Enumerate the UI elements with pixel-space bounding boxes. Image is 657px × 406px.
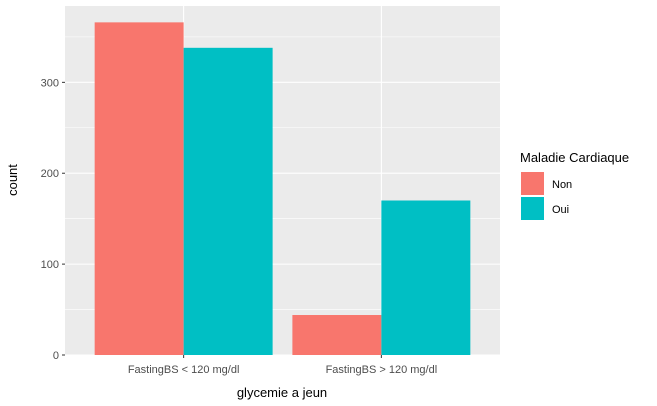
bar-non-1 [94,22,184,355]
legend-title: Maladie Cardiaque [520,150,629,165]
bar-oui-1 [183,47,273,356]
y-tick-label: 300 [41,77,59,89]
bar-non-2 [292,315,382,355]
y-tick-label: 100 [41,259,59,271]
y-tick-label: 200 [41,168,59,180]
x-axis: FastingBS < 120 mg/dl FastingBS > 120 mg/… [128,355,437,376]
x-axis-title: glycemie a jeun [237,385,327,400]
legend-label-non: Non [552,179,572,191]
legend-key-non [521,172,544,195]
bar-oui-2 [381,200,471,355]
x-tick-label: FastingBS > 120 mg/dl [326,364,438,376]
y-tick-label: 0 [53,350,59,362]
y-axis: 0 100 200 300 [41,77,65,362]
bars [94,22,471,356]
legend: Maladie Cardiaque Non Oui [520,150,629,220]
legend-key-oui [521,197,544,220]
y-axis-title: count [5,164,20,196]
legend-label-oui: Oui [552,204,569,216]
x-tick-label: FastingBS < 120 mg/dl [128,364,240,376]
